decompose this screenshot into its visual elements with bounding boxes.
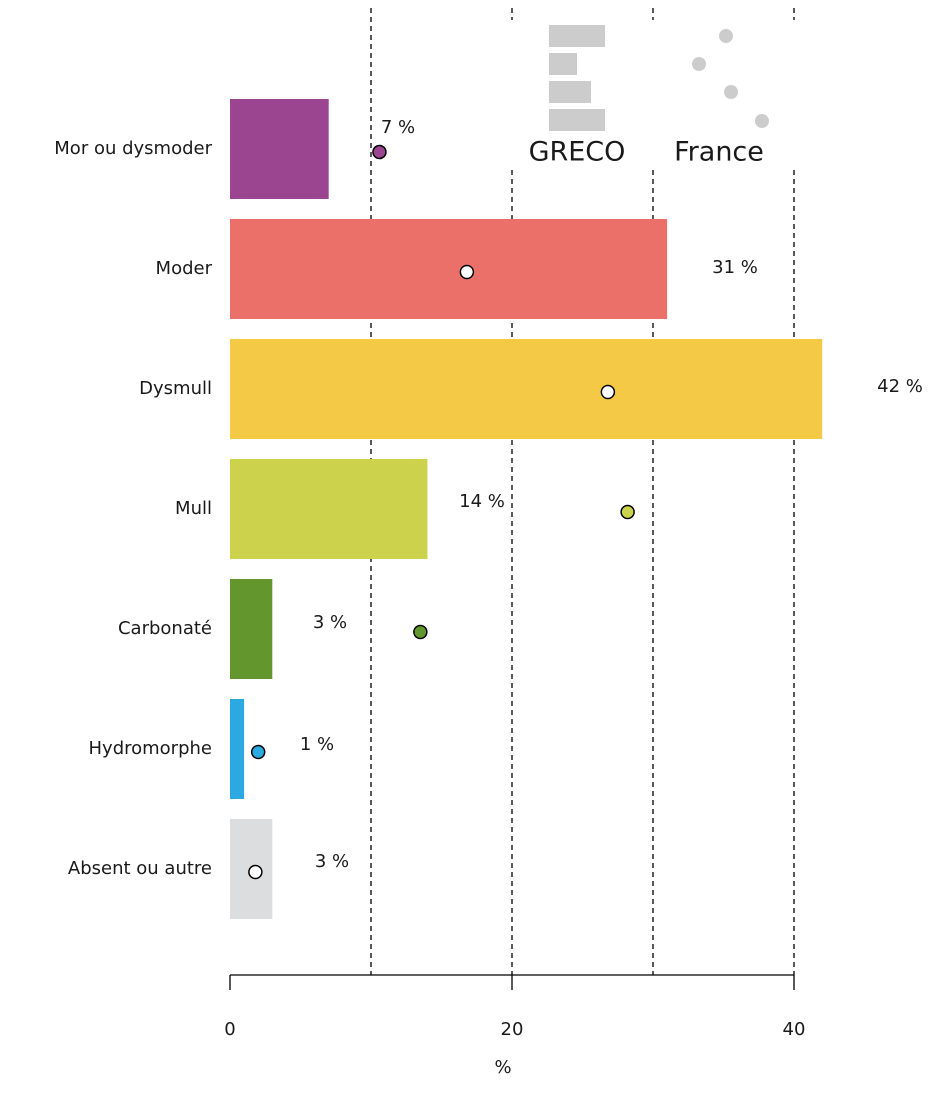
value-label: 14 % [459, 491, 505, 512]
dot [413, 624, 428, 640]
legend-icon [755, 114, 769, 128]
bar [230, 579, 273, 679]
legend-icon [692, 57, 706, 71]
x-tick-label: 40 [783, 1019, 806, 1040]
dot [250, 744, 266, 760]
legend-icon [724, 85, 738, 99]
y-tick-label: Mor ou dysmoder [54, 138, 212, 159]
y-tick-label: Absent ou autre [68, 858, 212, 879]
legend-label: France [674, 137, 764, 168]
dot [620, 504, 635, 520]
bar [230, 219, 668, 319]
bar [230, 699, 245, 799]
bar [230, 459, 428, 559]
legend-icon [719, 29, 733, 43]
y-tick-label: Moder [156, 258, 213, 279]
legend-icon [549, 109, 605, 131]
y-tick-label: Hydromorphe [89, 738, 213, 759]
legend-icon [549, 25, 605, 47]
dot [372, 144, 387, 160]
legend-icon [549, 53, 577, 75]
value-label: 42 % [877, 376, 923, 397]
y-tick-label: Dysmull [139, 378, 212, 399]
legend-label: GRECO [529, 137, 626, 168]
dot [459, 264, 475, 280]
value-label: 3 % [313, 612, 347, 633]
value-label: 7 % [381, 117, 415, 138]
x-tick-label: 20 [501, 1019, 524, 1040]
bar [230, 99, 329, 199]
y-tick-label: Carbonaté [118, 618, 212, 639]
x-tick-label: 0 [224, 1019, 235, 1040]
value-label: 3 % [315, 851, 349, 872]
bar [230, 339, 823, 439]
value-label: 1 % [300, 734, 334, 755]
dot [248, 864, 263, 880]
y-tick-label: Mull [175, 498, 212, 519]
dot [600, 384, 616, 400]
x-axis-label: % [494, 1057, 511, 1078]
legend-icon [549, 81, 591, 103]
value-label: 31 % [712, 257, 758, 278]
